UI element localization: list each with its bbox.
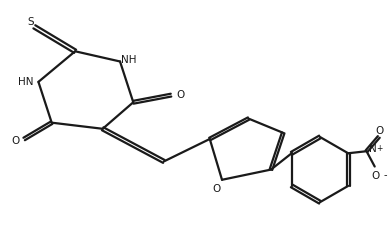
Text: O: O <box>12 135 20 145</box>
Text: NH: NH <box>122 55 137 65</box>
Text: O: O <box>213 183 221 193</box>
Text: O: O <box>376 125 384 135</box>
Text: N: N <box>369 144 377 153</box>
Text: +: + <box>377 143 383 152</box>
Text: O: O <box>176 90 184 100</box>
Text: S: S <box>27 17 34 27</box>
Text: HN: HN <box>18 76 34 87</box>
Text: O: O <box>372 170 380 180</box>
Text: -: - <box>383 169 387 179</box>
